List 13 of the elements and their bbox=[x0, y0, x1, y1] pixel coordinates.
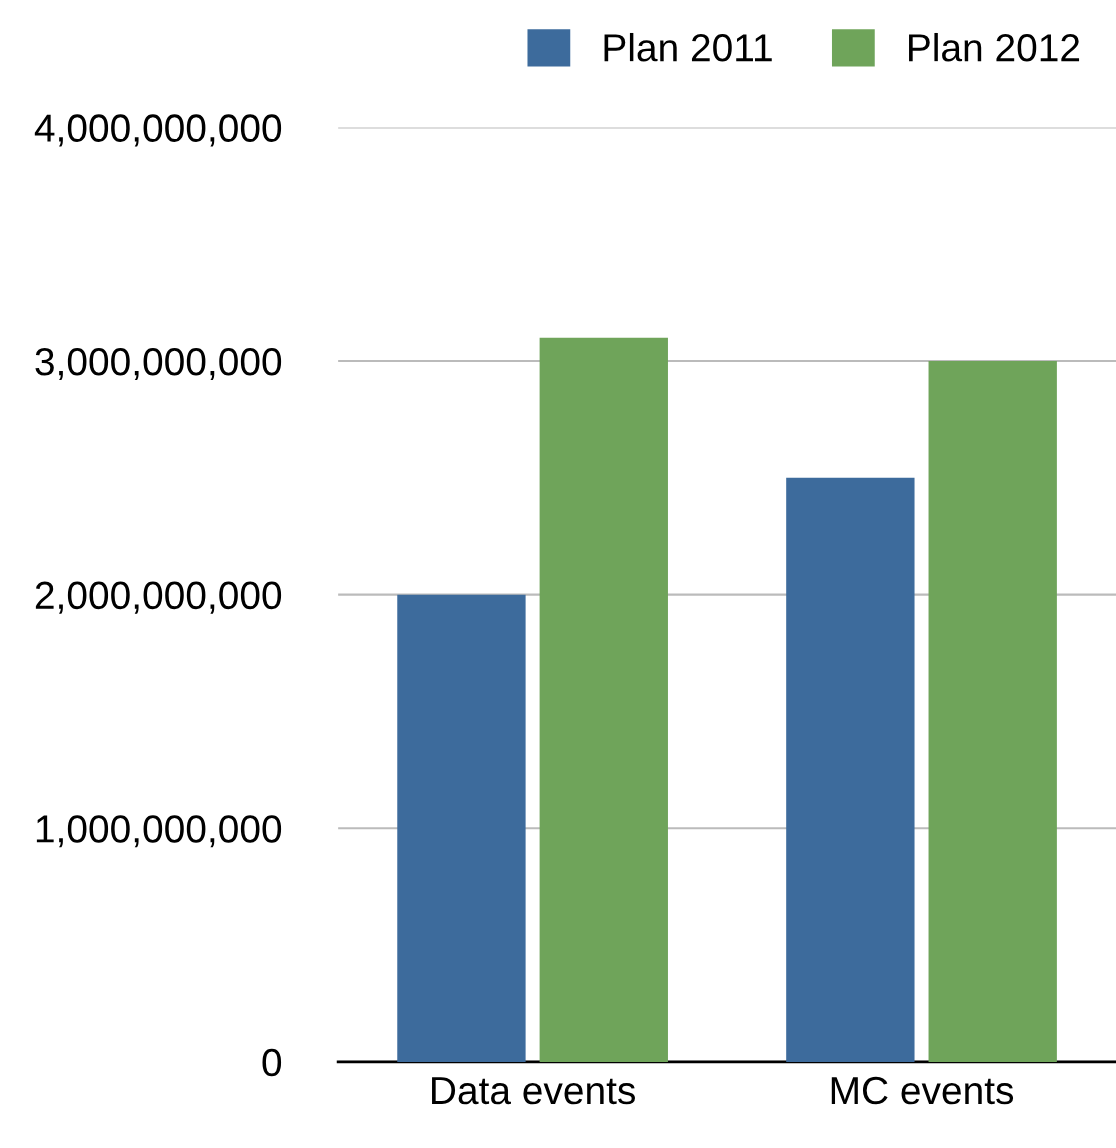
bar bbox=[397, 594, 526, 1062]
legend-label: Plan 2012 bbox=[909, 32, 1080, 62]
x-tick-label: Data events bbox=[432, 1077, 635, 1105]
bar bbox=[928, 361, 1057, 1062]
y-tick-label: 3,000,000,000 bbox=[35, 347, 282, 381]
y-tick-label: 2,000,000,000 bbox=[35, 581, 282, 614]
bar bbox=[539, 337, 668, 1062]
y-tick-label: 1,000,000,000 bbox=[36, 815, 282, 848]
y-tick-label: 4,000,000,000 bbox=[34, 114, 282, 147]
bar bbox=[786, 477, 915, 1062]
y-tick-label: 0 bbox=[262, 1048, 282, 1077]
x-tick-label: MC events bbox=[831, 1076, 1014, 1105]
legend-label: Plan 2011 bbox=[604, 32, 772, 62]
